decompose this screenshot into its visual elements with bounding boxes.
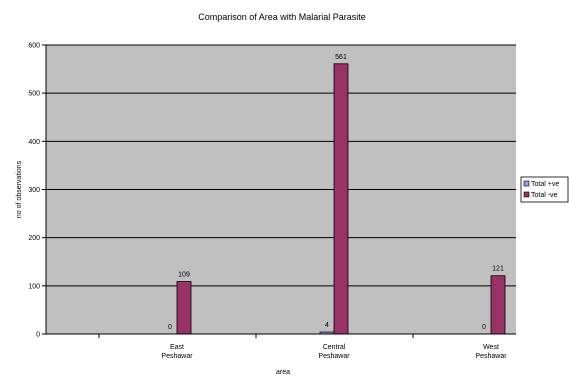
data-label: 109	[178, 271, 190, 278]
chart-title: Comparison of Area with Malarial Parasit…	[198, 12, 366, 22]
y-tick-label: 0	[36, 332, 40, 339]
gridlines	[46, 44, 516, 287]
data-label: 0	[168, 324, 172, 331]
y-tick-label: 200	[28, 235, 40, 242]
data-label: 121	[492, 266, 504, 273]
y-axis-label: no of observations	[16, 160, 23, 218]
bar	[490, 275, 506, 335]
y-tick-label: 100	[28, 283, 40, 290]
legend-swatch	[523, 191, 530, 198]
x-tick-label: West Peshawar	[475, 344, 507, 360]
y-tick-label: 400	[28, 139, 40, 146]
y-tick-label: 300	[28, 187, 40, 194]
legend: Total +ve Total -ve	[520, 176, 569, 203]
bar	[176, 281, 192, 335]
data-label: 0	[482, 324, 486, 331]
x-tick-label: Central Peshawar	[318, 344, 350, 360]
legend-label: Total -ve	[531, 192, 558, 199]
x-tick-label: East Peshawar	[161, 344, 193, 360]
legend-label: Total +ve	[531, 181, 559, 188]
bar	[333, 63, 349, 335]
y-tick-label: 600	[28, 43, 40, 50]
data-label: 561	[335, 54, 347, 61]
y-axis-ticks: 0 100 200 300 400 500 600	[28, 43, 46, 339]
data-label: 4	[325, 322, 329, 329]
legend-swatch	[523, 180, 530, 187]
x-axis-ticks: East Peshawar Central Peshawar West Peshawar	[98, 334, 507, 360]
x-axis-label: area	[276, 369, 290, 376]
y-tick-label: 500	[28, 91, 40, 98]
